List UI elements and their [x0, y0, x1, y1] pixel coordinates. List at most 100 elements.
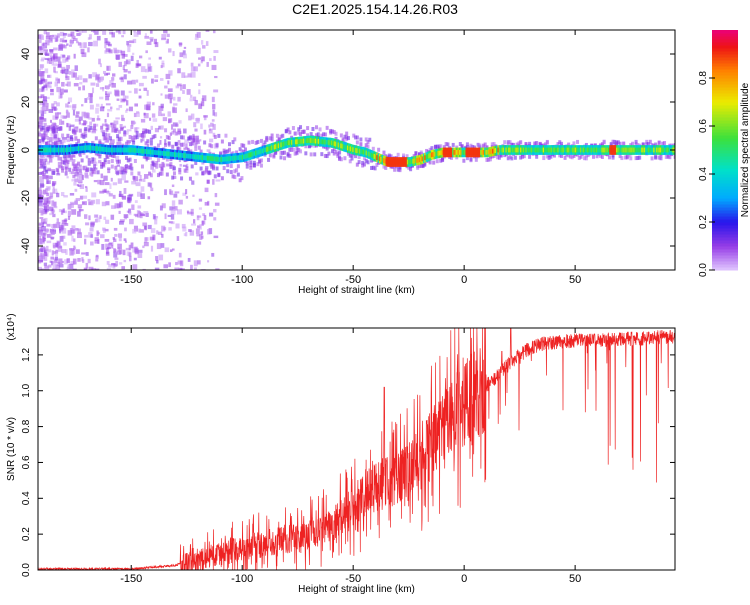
colorbar-segment [712, 159, 738, 163]
heatmap-ridge-core [275, 144, 278, 149]
heatmap-halo-cell [140, 164, 144, 169]
heatmap-noise-cell [83, 112, 89, 119]
heatmap-ridge-core [457, 150, 461, 155]
heatmap-noise-cell [202, 45, 206, 49]
heatmap-ridge-core [79, 146, 82, 151]
heatmap-halo-cell [366, 140, 370, 145]
heatmap-noise-cell [57, 61, 62, 67]
heatmap-ridge-core [533, 147, 536, 153]
heatmap-ridge-core [220, 157, 224, 162]
heatmap-noise-cell [169, 97, 172, 104]
heatmap-halo-cell [281, 150, 285, 155]
heatmap-noise-cell [158, 56, 162, 60]
heatmap-noise-cell [205, 166, 209, 170]
colorbar-segment [712, 216, 738, 220]
heatmap-ridge-core [235, 155, 238, 161]
heatmap-noise-cell [63, 90, 68, 93]
heatmap-ridge-core [406, 159, 410, 165]
heatmap-halo-cell [467, 145, 471, 150]
heatmap-halo-cell [469, 157, 473, 162]
heatmap-noise-cell [44, 57, 49, 61]
heatmap-noise-cell [120, 126, 125, 130]
heatmap-ridge-core [649, 147, 652, 153]
heatmap-halo-cell [100, 125, 104, 130]
heatmap-noise-cell [166, 38, 169, 44]
heatmap-noise-cell [160, 243, 165, 248]
colorbar-segment [712, 180, 738, 184]
heatmap-halo-cell [634, 139, 638, 144]
heatmap-halo-cell [204, 167, 208, 172]
heatmap-noise-cell [116, 164, 120, 167]
heatmap-noise-cell [213, 217, 217, 221]
heatmap-noise-cell [144, 225, 148, 231]
heatmap-halo-cell [96, 170, 100, 175]
heatmap-noise-cell [66, 123, 71, 128]
heatmap-ridge-core [662, 147, 666, 153]
heatmap-halo-cell [93, 123, 97, 128]
heatmap-halo-cell [117, 159, 121, 164]
heatmap-noise-cell [61, 44, 67, 49]
heatmap-noise-cell [166, 163, 171, 167]
heatmap-noise-cell [107, 109, 113, 112]
heatmap-halo-cell [417, 164, 421, 169]
heatmap-halo-cell [650, 156, 654, 161]
heatmap-noise-cell [53, 66, 56, 73]
heatmap-halo-cell [171, 175, 175, 180]
heatmap-halo-cell [291, 147, 295, 152]
heatmap-ridge-core [582, 147, 586, 153]
heatmap-noise-cell [85, 262, 89, 269]
heatmap-ridge-core [417, 157, 421, 163]
heatmap-ridge-core [510, 147, 514, 153]
colorbar-segment [712, 198, 738, 202]
heatmap-noise-cell [119, 77, 124, 80]
heatmap-halo-cell [560, 153, 564, 158]
colorbar-segment [712, 186, 738, 190]
heatmap-noise-cell [65, 103, 69, 108]
heatmap-ridge-core [156, 150, 160, 156]
heatmap-noise-cell [201, 235, 204, 239]
heatmap-noise-cell [114, 233, 118, 237]
heatmap-noise-cell [119, 219, 125, 223]
heatmap-noise-cell [60, 70, 65, 74]
heatmap-noise-cell [149, 30, 153, 34]
heatmap-noise-cell [115, 30, 121, 33]
heatmap-noise-cell [198, 198, 203, 202]
heatmap-noise-cell [202, 95, 207, 102]
heatmap-ridge-core [384, 158, 387, 164]
heatmap-halo-cell [110, 153, 114, 158]
snr-y-tick-label: 0.0 [21, 563, 32, 577]
heatmap-noise-cell [49, 119, 52, 123]
heatmap-halo-cell [465, 145, 469, 150]
heatmap-noise-cell [53, 201, 57, 208]
heatmap-ridge-core [233, 155, 237, 161]
heatmap-noise-cell [200, 40, 204, 45]
heatmap-noise-cell [174, 267, 179, 270]
heatmap-noise-cell [101, 201, 107, 207]
heatmap-noise-cell [118, 262, 123, 265]
heatmap-ridge-core [297, 139, 301, 144]
heatmap-halo-cell [355, 162, 359, 167]
heatmap-noise-cell [196, 215, 200, 221]
heatmap-noise-cell [110, 122, 113, 126]
heatmap-noise-cell [200, 123, 203, 130]
heatmap-noise-cell [53, 106, 57, 111]
heatmap-halo-cell [613, 139, 617, 144]
heatmap-noise-cell [44, 131, 48, 137]
heatmap-noise-cell [162, 117, 168, 122]
heatmap-noise-cell [155, 275, 159, 278]
heatmap-halo-cell [222, 150, 226, 155]
heatmap-halo-cell [611, 153, 615, 158]
heatmap-noise-cell [54, 112, 59, 119]
heatmap-noise-cell [167, 111, 171, 117]
heatmap-halo-cell [304, 144, 308, 149]
heatmap-ridge-core [430, 152, 434, 158]
heatmap-halo-cell [130, 166, 134, 171]
heatmap-noise-cell [166, 33, 170, 38]
heatmap-noise-cell [73, 82, 79, 87]
heatmap-noise-cell [150, 272, 153, 275]
heatmap-halo-cell [219, 151, 223, 156]
heatmap-halo-cell [114, 128, 118, 133]
heatmap-ridge-core [437, 150, 441, 156]
colorbar-segment [712, 183, 738, 187]
heatmap-ridge-core [562, 147, 566, 153]
